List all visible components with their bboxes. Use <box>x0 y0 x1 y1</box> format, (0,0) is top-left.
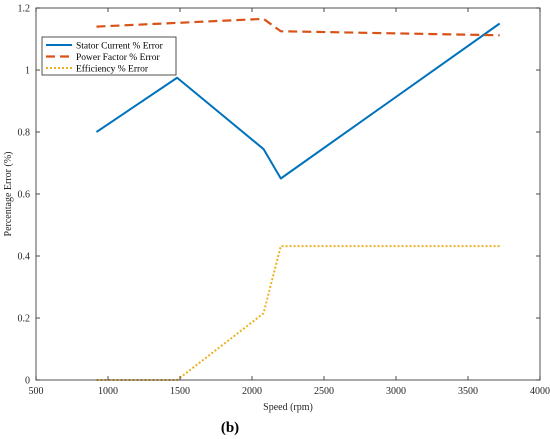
y-tick-label: 1 <box>25 66 30 77</box>
y-tick-label: 0 <box>25 376 30 387</box>
y-tick-label: 1.2 <box>18 4 31 15</box>
x-tick-label: 2000 <box>242 386 262 397</box>
legend: Stator Current % Error Power Factor % Err… <box>41 36 177 76</box>
x-tick-label: 500 <box>29 386 44 397</box>
axes-layer: 500 1000 1500 2000 2500 3000 3500 4000 0 0.2 0.4 0.… <box>18 4 550 398</box>
x-tick-label: 2500 <box>314 386 334 397</box>
legend-entry-2: Power Factor % Error <box>76 53 160 63</box>
x-tick-label: 1500 <box>170 386 190 397</box>
legend-entry-3: Efficiency % Error <box>76 63 149 74</box>
legend-entry-1: Stator Current % Error <box>76 41 164 51</box>
series-line-1 <box>95 22 501 180</box>
x-tick-label: 1000 <box>98 386 118 397</box>
x-tick-label: 3500 <box>458 386 478 397</box>
x-tick-label: 3000 <box>386 386 406 397</box>
y-axis-title: Percentage Error (%) <box>3 152 14 237</box>
y-tick-label: 0.2 <box>18 314 31 325</box>
y-tick-label: 0.6 <box>18 190 31 201</box>
y-tick-label: 0.4 <box>18 252 31 263</box>
figure-caption: (b) <box>221 420 239 436</box>
x-axis-title: Speed (rpm) <box>263 402 313 413</box>
x-tick-label: 4000 <box>530 386 550 397</box>
y-tick-label: 0.8 <box>18 128 31 139</box>
